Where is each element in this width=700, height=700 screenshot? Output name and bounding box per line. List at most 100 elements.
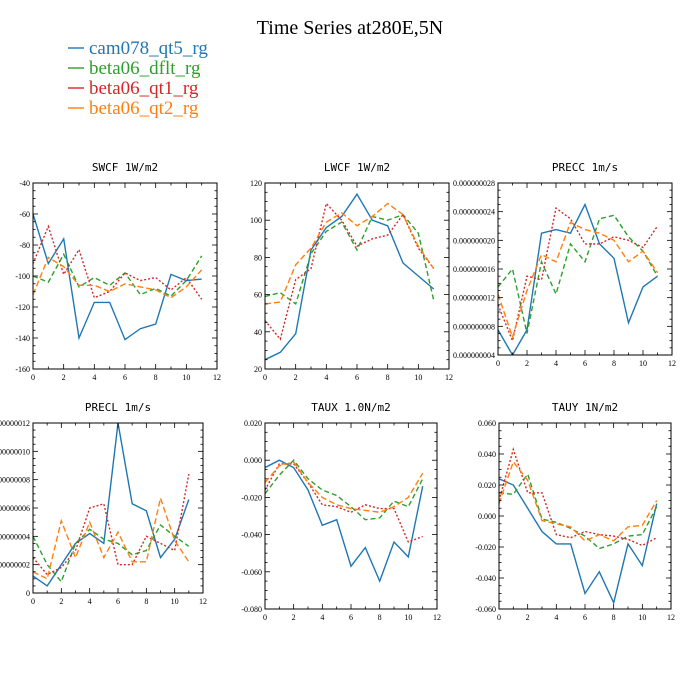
y-tick-label: 0.000000020 [453,236,495,245]
panel-title: LWCF 1W/m2 [324,161,390,174]
x-tick-label: 10 [638,613,646,622]
panel-title: SWCF 1W/m2 [92,161,158,174]
legend-label: cam078_qt5_rg [89,38,208,59]
y-tick-label: -60 [19,210,30,219]
panel-swcf: SWCF 1W/m2 -160 -140 -120 -100 -80 -60 -40 0 2 4 6 8… [15,161,221,382]
x-tick-label: 8 [154,373,158,382]
y-tick-label: 80 [254,253,262,262]
series-line-cam078_qt5_rg [33,423,190,587]
series-line-beta06_qt2_rg [33,256,203,299]
panel-title: TAUY 1N/m2 [552,401,618,414]
y-tick-label: 0.000000010 [0,447,30,456]
legend-item: beta06_qt1_rg [68,78,199,99]
series-lines [265,192,435,361]
series-lines [33,213,203,341]
x-tick-label: 12 [213,373,221,382]
series-line-beta06_qt1_rg [265,202,435,341]
y-tick-label: 0.000000012 [0,419,30,428]
series-line-beta06_qt2_rg [498,221,659,340]
panel-taux: TAUX 1.0N/m2 -0.080 -0.060 -0.040 -0.020 0.00… [241,401,441,622]
y-tick-label: 0.000000024 [453,208,495,217]
series-line-beta06_dflt_rg [33,523,190,584]
legend: cam078_qt5_rgbeta06_dflt_rgbeta06_qt1_rg… [68,38,208,119]
y-tick-label: 0.060 [478,419,496,428]
x-tick-label: 10 [182,373,190,382]
x-tick-label: 12 [433,613,441,622]
y-tick-label: 0.000 [478,512,496,521]
x-tick-label: 10 [404,613,412,622]
y-tick-label: 0.000000008 [0,476,30,485]
legend-item: beta06_qt2_rg [68,98,199,119]
x-tick-label: 0 [31,373,35,382]
x-tick-label: 4 [554,359,558,368]
axis-frame [497,182,673,356]
y-tick-label: -0.060 [241,568,262,577]
x-tick-label: 0 [263,613,267,622]
series-line-beta06_dflt_rg [33,252,203,297]
x-tick-label: 8 [144,597,148,606]
x-tick-label: 4 [324,373,328,382]
y-tick-label: 0.000000028 [453,179,495,188]
series-line-beta06_dflt_rg [265,213,435,306]
series-line-beta06_dflt_rg [265,459,424,521]
y-tick-label: 60 [254,291,262,300]
x-tick-label: 6 [355,373,359,382]
y-tick-label: 40 [254,328,262,337]
x-tick-label: 6 [123,373,127,382]
panel-tauy: TAUY 1N/m2 -0.060 -0.040 -0.020 0.000 0.020 0.… [475,401,675,622]
series-lines [498,202,659,355]
x-tick-label: 2 [62,373,66,382]
x-tick-label: 12 [667,613,675,622]
series-line-beta06_qt2_rg [33,495,190,580]
x-tick-label: 6 [349,613,353,622]
y-tick-label: -160 [15,365,30,374]
y-tick-label: -0.040 [475,574,496,583]
y-tick-label: -120 [15,303,30,312]
y-tick-label: -0.060 [475,605,496,614]
legend-label: beta06_qt2_rg [89,98,199,119]
x-tick-label: 10 [639,359,647,368]
x-tick-label: 0 [263,373,267,382]
y-tick-label: 0.000000004 [453,351,495,360]
x-tick-label: 6 [116,597,120,606]
axis-frame [264,182,450,370]
y-tick-label: 100 [250,216,262,225]
series-line-beta06_qt1_rg [498,206,659,344]
y-tick-label: 0.020 [478,481,496,490]
x-tick-label: 2 [294,373,298,382]
y-tick-label: -0.080 [241,605,262,614]
series-lines [265,459,424,583]
x-tick-label: 0 [31,597,35,606]
y-tick-label: 20 [254,365,262,374]
x-tick-label: 8 [612,359,616,368]
x-tick-label: 4 [554,613,558,622]
panel-title: PRECC 1m/s [552,161,618,174]
x-tick-label: 6 [583,359,587,368]
x-tick-label: 0 [496,359,500,368]
series-line-beta06_dflt_rg [498,214,659,334]
x-tick-label: 4 [88,597,92,606]
legend-item: cam078_qt5_rg [68,38,208,59]
x-tick-label: 12 [445,373,453,382]
x-tick-label: 8 [378,613,382,622]
x-tick-label: 4 [92,373,96,382]
legend-item: beta06_dflt_rg [68,58,201,79]
y-tick-label: 0.020 [244,419,262,428]
x-tick-label: 2 [526,613,530,622]
series-line-cam078_qt5_rg [499,478,658,605]
y-tick-label: 0.040 [478,450,496,459]
y-tick-label: -80 [19,241,30,250]
x-tick-label: 6 [583,613,587,622]
series-line-beta06_qt2_rg [265,202,435,305]
x-tick-label: 12 [668,359,676,368]
series-lines [33,423,190,587]
series-line-cam078_qt5_rg [265,192,435,361]
series-lines [499,447,658,605]
x-tick-label: 2 [292,613,296,622]
y-tick-label: 0.000000008 [453,322,495,331]
panel-lwcf: LWCF 1W/m2 20 40 60 80 100 120 0 2 4 6 8 10 12 [250,161,453,382]
series-line-cam078_qt5_rg [498,202,658,355]
